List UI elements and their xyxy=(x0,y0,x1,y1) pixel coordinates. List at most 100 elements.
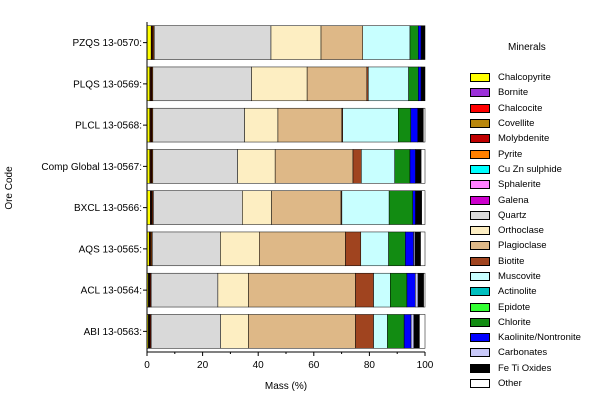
legend-entry: Actinolite xyxy=(470,284,581,299)
legend-swatch xyxy=(470,73,490,83)
bar-segment xyxy=(418,25,422,60)
bar-row xyxy=(146,272,426,308)
legend-swatch xyxy=(470,348,490,358)
legend-swatch xyxy=(470,88,490,98)
bar-segment xyxy=(394,149,411,184)
legend-label: Bornite xyxy=(498,87,529,99)
legend-swatch xyxy=(470,226,490,236)
x-tick-label: 60 xyxy=(308,360,320,371)
bar-segment xyxy=(373,314,388,349)
x-tick-label: 0 xyxy=(144,360,150,371)
legend-swatch xyxy=(470,195,490,205)
legend-swatch xyxy=(470,333,490,343)
x-tick-label: 40 xyxy=(253,360,265,371)
bar-segment xyxy=(237,149,276,184)
x-ticks-group: 0 20 40 60 80 100 xyxy=(144,352,434,371)
bars-group xyxy=(146,25,426,349)
bar-segment xyxy=(420,66,426,102)
bar-segment xyxy=(418,66,422,102)
legend-entry: Chalcocite xyxy=(470,101,581,116)
legend-label: Orthoclase xyxy=(498,225,544,237)
legend-entry: Bornite xyxy=(470,85,581,100)
legend-title: Minerals xyxy=(508,42,546,53)
bar-segment xyxy=(415,149,422,184)
x-axis-label: Mass (%) xyxy=(265,381,307,392)
bar-segment xyxy=(420,25,426,60)
bar-segment xyxy=(152,149,238,184)
legend-swatch xyxy=(470,302,490,312)
bar-segment xyxy=(373,272,391,308)
legend-entry: Pyrite xyxy=(470,146,581,161)
legend-label: Chlorite xyxy=(498,316,531,328)
legend-label: Muscovite xyxy=(498,271,541,282)
legend-entry: Sphalerite xyxy=(470,177,581,192)
legend-swatch xyxy=(470,287,490,297)
legend-label: Chalcocite xyxy=(498,102,543,114)
legend-entry: Chalcopyrite xyxy=(470,70,581,85)
legend-entry: Cu Zn sulphide xyxy=(470,162,581,177)
legend-label: Cu Zn sulphide xyxy=(498,163,562,175)
legend-entry: Chlorite xyxy=(470,315,581,330)
bar-segment xyxy=(270,25,322,60)
legend-swatch xyxy=(470,363,490,373)
y-ticks-group: PZQS 13-0570: PLQS 13-0569: PLCL 13-0568: C… xyxy=(41,38,147,338)
bar-segment xyxy=(423,107,426,143)
bar-segment xyxy=(409,149,416,184)
legend-entry: Epidote xyxy=(470,299,581,314)
bar-segment xyxy=(355,272,374,308)
legend-label: Quartz xyxy=(498,209,527,221)
bar-row xyxy=(146,314,426,349)
legend-swatch xyxy=(470,317,490,327)
legend-label: Actinolite xyxy=(498,286,537,298)
legend-entry: Orthoclase xyxy=(470,223,581,238)
bar-segment xyxy=(259,231,346,267)
bar-segment xyxy=(405,231,414,267)
x-tick-label: 100 xyxy=(417,360,434,371)
y-tick-label: Comp Global 13-0567: xyxy=(41,162,142,173)
bar-segment xyxy=(420,149,426,184)
bar-segment xyxy=(342,107,399,143)
bar-segment xyxy=(152,231,221,267)
bar-segment xyxy=(271,190,342,225)
bar-segment xyxy=(413,314,420,349)
bar-segment xyxy=(403,314,412,349)
bar-row xyxy=(146,107,426,143)
legend-label: Kaolinite/Nontronite xyxy=(498,332,581,344)
bar-segment xyxy=(320,25,363,60)
bar-row xyxy=(146,231,426,267)
bar-segment xyxy=(414,231,421,267)
y-tick-label: PLQS 13-0569: xyxy=(73,79,142,90)
legend-label: Chalcopyrite xyxy=(498,72,551,84)
legend-label: Galena xyxy=(498,194,529,206)
legend-swatch xyxy=(470,256,490,266)
bar-segment xyxy=(217,272,249,308)
legend: Chalcopyrite Bornite Chalcocite Covellite Mo… xyxy=(470,70,581,391)
bar-segment xyxy=(152,66,252,102)
legend-label: Epidote xyxy=(498,301,531,313)
x-tick-label: 80 xyxy=(364,360,376,371)
legend-swatch xyxy=(470,119,490,129)
bar-segment xyxy=(423,272,426,308)
bar-segment xyxy=(361,149,395,184)
bar-segment xyxy=(421,190,426,225)
bar-segment xyxy=(150,314,221,349)
y-tick-label: PLCL 13-0568: xyxy=(75,121,142,132)
legend-label: Covellite xyxy=(498,118,535,130)
bar-segment xyxy=(306,66,368,102)
bar-segment xyxy=(242,190,272,225)
bar-segment xyxy=(341,190,390,225)
bar-segment xyxy=(146,25,152,60)
legend-label: Biotite xyxy=(498,255,525,267)
bar-segment xyxy=(408,66,419,102)
legend-entry: Muscovite xyxy=(470,269,581,284)
legend-label: Fe Ti Oxides xyxy=(498,362,552,374)
legend-entry: Biotite xyxy=(470,254,581,269)
bar-segment xyxy=(398,107,412,143)
legend-entry: Covellite xyxy=(470,116,581,131)
bar-segment xyxy=(355,314,374,349)
x-tick-label: 20 xyxy=(197,360,209,371)
legend-swatch xyxy=(470,180,490,190)
legend-swatch xyxy=(470,241,490,251)
y-tick-label: AQS 13-0565: xyxy=(79,244,142,255)
